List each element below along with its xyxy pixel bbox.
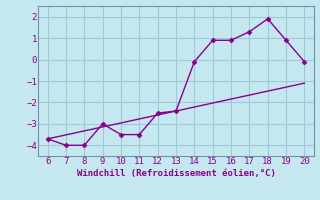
X-axis label: Windchill (Refroidissement éolien,°C): Windchill (Refroidissement éolien,°C) bbox=[76, 169, 276, 178]
